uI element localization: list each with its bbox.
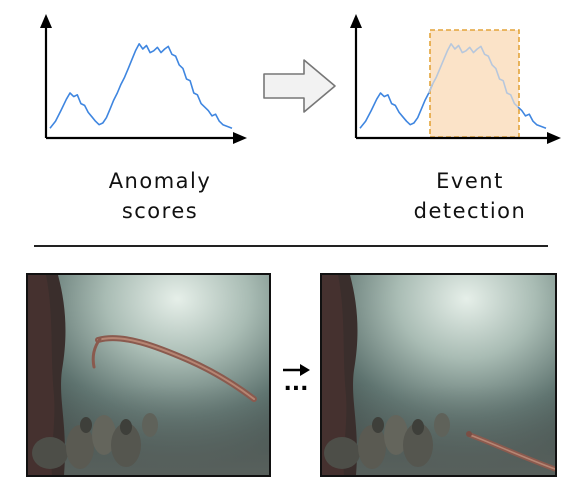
x-axis-arrowhead — [233, 132, 247, 144]
transition-arrow-icon — [263, 59, 336, 113]
anomaly-score-line-outside — [359, 83, 434, 129]
anomaly-score-line — [49, 42, 233, 129]
event-detection-plot — [350, 14, 561, 144]
x-axis-arrowhead — [547, 132, 561, 144]
anomaly-score-line-inside-event — [428, 42, 519, 108]
video-frame-before — [26, 273, 271, 477]
next-frame-arrow-icon — [283, 364, 310, 376]
caption-line: Anomaly — [108, 169, 212, 193]
underwater-scene-image — [28, 275, 269, 475]
video-frame-after — [320, 273, 557, 477]
y-axis-arrowhead — [40, 14, 52, 28]
anomaly-scores-caption: Anomaly scores — [80, 166, 240, 226]
section-divider — [34, 245, 548, 247]
sequence-ellipsis: ... — [283, 371, 309, 396]
y-axis-arrowhead — [350, 14, 362, 28]
caption-line: Event — [436, 169, 504, 193]
anomaly-score-line-outside — [517, 106, 547, 129]
event-detection-caption: Event detection — [390, 166, 550, 226]
event-region — [429, 29, 520, 138]
caption-line: detection — [413, 199, 527, 223]
caption-line: scores — [121, 199, 199, 223]
anomaly-score-plot — [40, 14, 247, 144]
underwater-scene-image — [322, 275, 555, 475]
